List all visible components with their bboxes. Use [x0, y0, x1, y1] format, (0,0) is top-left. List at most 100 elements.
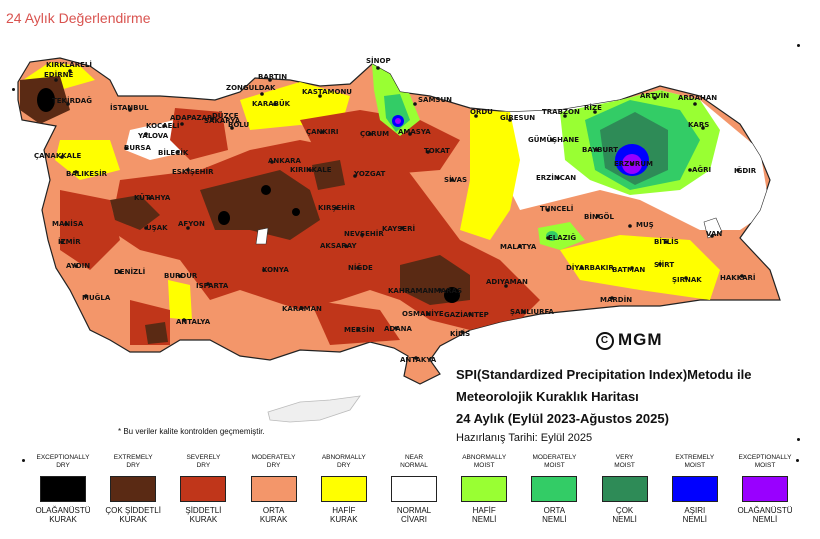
legend-turkish-line: KURAK — [330, 515, 358, 524]
legend-english-line: NEAR — [404, 454, 424, 461]
city-label: ADAPAZARI — [170, 114, 215, 122]
legend-turkish-label: ORTA NEMLİ — [519, 506, 589, 524]
city-label: KIRŞEHİR — [318, 203, 356, 212]
legend-item: SEVERELY DRY ŞİDDETLİ KURAK — [168, 454, 238, 524]
city-label: KARS — [688, 121, 709, 129]
city-label: GAZİANTEP — [444, 310, 489, 319]
legend-color-swatch — [671, 476, 718, 502]
city-label: YALOVA — [137, 132, 169, 140]
city-label: ADANA — [384, 325, 413, 333]
legend-turkish-label: HAFİF NEMLİ — [449, 506, 519, 524]
lake — [703, 217, 723, 239]
city-label: AFYON — [178, 220, 205, 228]
city-label: BAYBURT — [582, 146, 618, 154]
legend-turkish-line: NEMLİ — [612, 515, 637, 524]
city-label: ARTVİN — [640, 91, 669, 100]
legend: EXCEPTIONALLY DRY OLAĞANÜSTÜ KURAK EXTREMELY… — [22, 454, 802, 534]
legend-english-line: MOIST — [614, 462, 635, 469]
city-label: BATMAN — [612, 266, 645, 274]
map-title-block: SPI(Standardized Precipitation Index)Met… — [456, 364, 751, 446]
zone-hafif-kurak — [560, 235, 720, 300]
legend-turkish-line: ÇOK ŞİDDETLİ — [105, 506, 161, 515]
legend-turkish-line: ORTA — [262, 506, 285, 515]
legend-color-swatch — [531, 476, 578, 502]
city-label: BURSA — [124, 144, 151, 152]
city-label: NEVŞEHİR — [344, 229, 384, 238]
city-label: SİİRT — [654, 260, 674, 269]
legend-english-label: SEVERELY DRY — [168, 454, 238, 470]
legend-bullet — [796, 459, 799, 462]
zone-hafif-kurak — [168, 280, 192, 320]
legend-turkish-line: NEMLİ — [542, 515, 567, 524]
turkey-drought-map: KIRKLARELİ EDİRNE TEKİRDAĞ İSTANBUL BART… — [17, 56, 781, 423]
legend-turkish-line: ŞİDDETLİ — [185, 506, 222, 515]
city-label: GÜMÜŞHANE — [528, 135, 579, 144]
city-dots — [54, 66, 744, 360]
city-label: RİZE — [584, 103, 602, 112]
city-label: HAKKARİ — [720, 273, 756, 282]
city-label: BOLU — [228, 121, 249, 129]
city-label: DÜZCE — [212, 111, 239, 120]
page-title: 24 Aylık Değerlendirme — [6, 10, 151, 26]
lake — [255, 227, 269, 245]
map-title-line3: 24 Aylık (Eylül 2023-Ağustos 2025) — [456, 411, 669, 426]
city-label: BİTLİS — [654, 237, 679, 246]
city-label: KOCAELİ — [146, 121, 179, 130]
legend-turkish-line: ORTA — [543, 506, 566, 515]
legend-item: MODERATELY DRY ORTA KURAK — [239, 454, 309, 524]
legend-english-label: NEAR NORMAL — [379, 454, 449, 470]
legend-color-swatch — [742, 476, 788, 502]
legend-turkish-line: CİVARI — [400, 515, 428, 524]
zone-cok-siddetli-kurak — [110, 195, 160, 230]
city-label: BURDUR — [164, 272, 198, 280]
city-label: KİLİS — [450, 329, 470, 338]
legend-turkish-line: KURAK — [49, 515, 77, 524]
legend-color-swatch — [180, 476, 227, 502]
city-labels: KIRKLARELİ EDİRNE TEKİRDAĞ İSTANBUL BART… — [34, 56, 757, 364]
city-label: KARABÜK — [252, 99, 291, 108]
city-label: MANİSA — [52, 219, 84, 228]
city-label: DİYARBAKIR — [566, 263, 614, 272]
legend-bullet — [22, 459, 25, 462]
map-title-line1: SPI(Standardized Precipitation Index)Met… — [456, 367, 752, 382]
legend-turkish-line: NEMLİ — [752, 515, 778, 524]
legend-turkish-label: ÇOK NEMLİ — [590, 506, 660, 524]
city-label: ARDAHAN — [678, 94, 717, 102]
legend-item: EXCEPTIONALLY DRY OLAĞANÜSTÜ KURAK — [28, 454, 98, 524]
city-label: ADIYAMAN — [486, 278, 528, 286]
legend-english-line: ABNORMALLY — [462, 454, 507, 461]
city-label: ÇORUM — [360, 130, 389, 138]
legend-english-line: EXTREMELY — [113, 454, 153, 461]
city-label: KASTAMONU — [302, 88, 352, 96]
legend-english-line: DRY — [336, 462, 351, 469]
city-label: TEKİRDAĞ — [52, 96, 92, 105]
legend-english-line: MOIST — [754, 462, 776, 469]
legend-turkish-line: ÇOK — [615, 506, 634, 515]
city-label: UŞAK — [146, 224, 168, 232]
legend-turkish-label: HAFİF KURAK — [309, 506, 379, 524]
legend-turkish-line: OLAĞANÜSTÜ — [35, 506, 91, 515]
city-label: MALATYA — [500, 243, 537, 251]
legend-color-swatch — [391, 476, 437, 502]
city-label: İZMİR — [58, 237, 81, 246]
city-label: DENİZLİ — [114, 267, 145, 276]
legend-turkish-label: OLAĞANÜSTÜ KURAK — [28, 506, 98, 524]
zone-hafif-kurak — [55, 140, 120, 180]
legend-english-line: SEVERELY — [186, 454, 221, 461]
legend-turkish-label: AŞIRI NEMLİ — [660, 506, 730, 524]
city-label: KONYA — [262, 266, 289, 274]
city-label: IĞDIR — [734, 166, 757, 175]
legend-item: NEAR NORMAL NORMAL CİVARI — [379, 454, 449, 524]
zone-siddetli-kurak — [60, 190, 120, 270]
city-label: VAN — [706, 230, 722, 238]
city-label: ORDU — [470, 108, 493, 116]
city-label: BARTIN — [258, 73, 287, 81]
legend-turkish-label: ŞİDDETLİ KURAK — [168, 506, 238, 524]
zone-siddetli-kurak — [170, 108, 228, 160]
legend-english-line: VERY — [615, 454, 634, 461]
city-label: OSMANİYE — [402, 309, 444, 318]
quality-footnote: * Bu veriler kalite kontrolden geçmemişt… — [118, 427, 265, 436]
map-title-line2: Meteorolojik Kuraklık Haritası — [456, 389, 639, 404]
legend-english-label: EXTREMELY DRY — [98, 454, 168, 470]
city-label: ERZİNCAN — [536, 173, 576, 182]
